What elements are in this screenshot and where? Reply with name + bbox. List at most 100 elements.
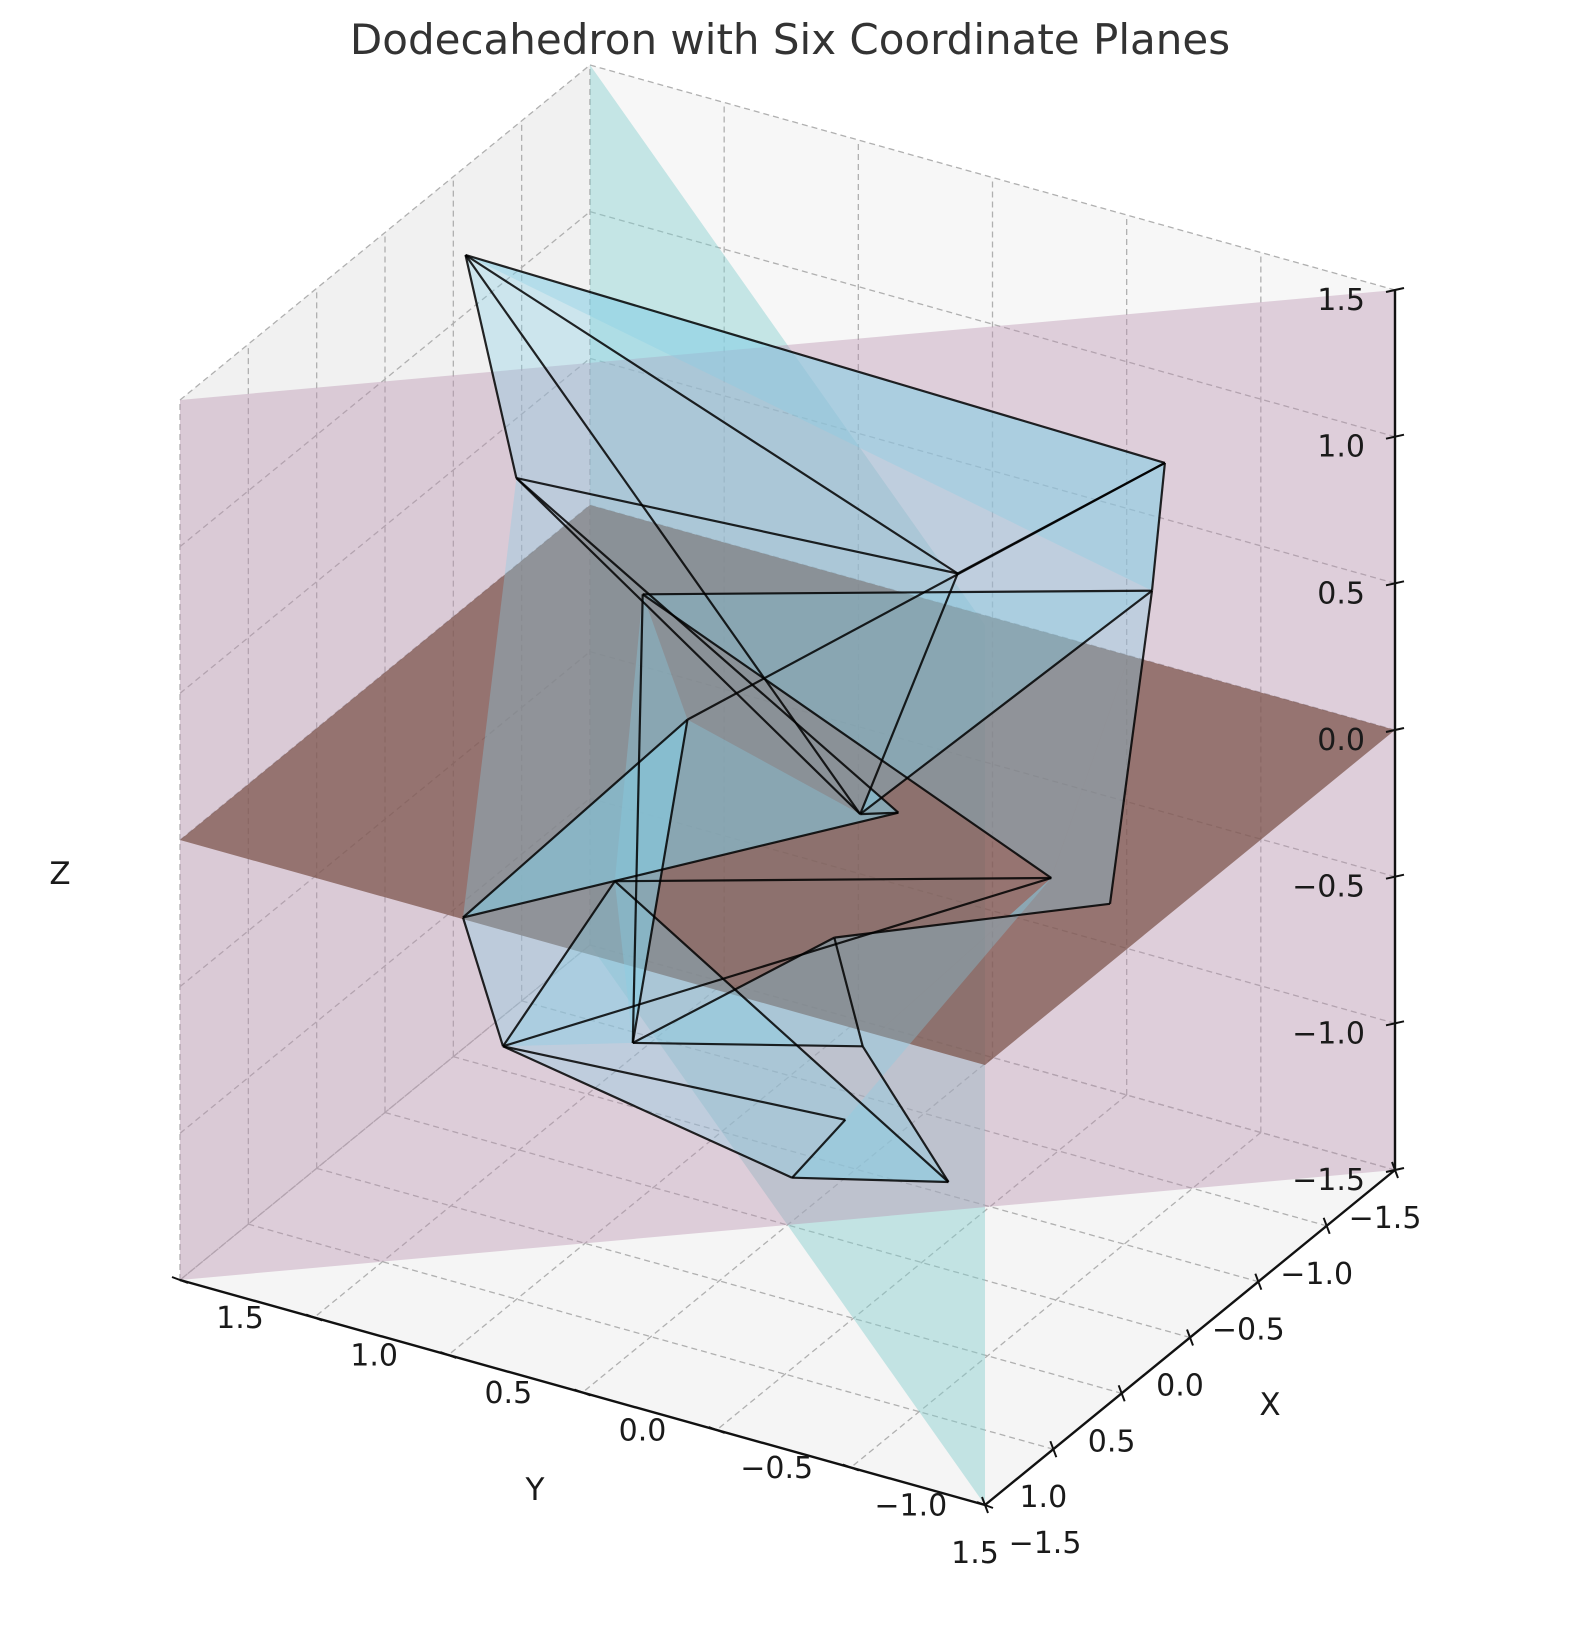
dodecahedron-edge [1150,462,1166,591]
y-tick-mark [1186,1329,1194,1346]
x-axis-label: X [1259,1387,1280,1423]
x-tick-label: −0.5 [740,1451,813,1486]
z-tick-mark [1385,433,1405,440]
y-tick-label: 0.5 [1088,1424,1136,1459]
dodecahedron-edge [792,1176,949,1184]
z-tick-mark [1385,1020,1405,1027]
y-tick-label: −1.5 [1349,1201,1422,1236]
dodecahedron-edge [631,594,644,1043]
y-tick-mark [1254,1273,1263,1291]
y-axis-label: Y [525,1472,545,1508]
x-tick-label: 1.5 [216,1301,264,1336]
dodecahedron-face [614,594,688,1043]
dodecahedron-edge [834,902,1111,939]
dodecahedron-edge [614,876,1052,883]
dodecahedron-edge [614,880,950,1183]
x-tick-label: 0.5 [484,1376,532,1411]
dodecahedron-edge [860,811,899,816]
z-tick-label: 0.5 [1317,576,1365,611]
dodecahedron-face [860,462,1165,815]
dodecahedron-edge [464,254,518,479]
dodecahedron-face [463,478,899,918]
dodecahedron-edge [462,718,689,919]
dodecahedron-edge [1108,590,1154,904]
dodecahedron-edge [516,477,958,575]
dodecahedron-edge [515,477,861,815]
z-tick-label: −1.5 [1292,1163,1365,1198]
y-tick-label: 0.0 [1156,1369,1204,1404]
dodecahedron-edge [465,253,1166,464]
tick-labels: −1.51.5 −1.5−1.01.0−1.0−0.50.5−0.50.00.00… [171,283,1422,1571]
z-tick-label: 0.0 [1317,723,1365,758]
x-tick-label: 0.0 [619,1414,667,1449]
dodecahedron-edge [632,1041,863,1048]
dodecahedron-face [834,590,1152,1047]
dodecahedron-face [465,255,1165,574]
dodecahedron-edge [631,719,689,1044]
dodecahedron-edge [462,811,899,919]
dodecahedron-face [632,937,863,1047]
z-tick-mark [1385,580,1405,587]
plane-z-equals-0 [180,505,1395,1065]
z-tick-label: 1.5 [1317,283,1365,318]
dodecahedron-edge [833,937,864,1047]
dodecahedron-face [516,478,958,815]
x-tick-mark [842,1463,860,1472]
gridline [313,981,725,1319]
x-tick-mark [574,1388,591,1397]
z-tick-mark [1385,873,1405,880]
dodecahedron-face [503,881,949,1182]
dodecahedron-edge [791,1119,847,1179]
chart-title: Dodecahedron with Six Coordinate Planes [350,15,1230,64]
dodecahedron-face [465,255,1165,591]
dodecahedron-face [792,878,1052,1182]
z-tick-label: −0.5 [1292,870,1365,905]
dodecahedron-edge [502,1045,793,1179]
y-tick-mark [1049,1440,1058,1458]
x-tick-label: 1.0 [350,1339,398,1374]
dodecahedron-edge [461,917,505,1047]
coordinate-planes [180,65,1395,1505]
dodecahedron-edge [859,573,959,815]
dodecahedron-face [463,719,899,918]
dodecahedron-edge [502,876,1052,1048]
x-tick-mark [305,1313,323,1322]
gridline [447,1019,859,1356]
x-tick-mark [976,1501,994,1509]
dodecahedron-edge [861,1045,950,1183]
x-tick-mark [439,1351,457,1359]
y-tick-label: −0.5 [1212,1313,1285,1348]
dodecahedron-edge [515,477,900,814]
y-tick-mark [1391,1161,1399,1179]
y-tick-label: −1.0 [1280,1257,1353,1292]
x-tick-label: −1.0 [874,1489,947,1524]
y-tick-label: 1.0 [1019,1480,1067,1515]
z-tick-label: −1.0 [1292,1016,1365,1051]
x-tick-label: −1.5 [1009,1526,1082,1561]
x-tick-mark [171,1276,189,1284]
y-tick-mark [1117,1384,1126,1402]
dodecahedron-edge [502,880,616,1047]
gridline [179,211,591,548]
dodecahedron-edge [642,593,1052,879]
dodecahedron-edges [461,253,1166,1184]
dodecahedron-edge [859,589,1153,815]
dodecahedron-edge [464,254,862,815]
z-axis-label: Z [49,856,70,892]
gridline [716,1094,1128,1431]
gridline [179,357,591,694]
gridline [582,1056,993,1394]
z-tick-label: 1.0 [1317,430,1365,465]
dodecahedron-edge [464,254,959,575]
x-tick-mark [708,1426,726,1434]
dodecahedron-face [463,719,688,1047]
dodecahedron-edge [632,936,835,1044]
y-tick-label: 1.5 [951,1536,999,1571]
y-tick-mark [1322,1217,1331,1235]
dodecahedron-faces [463,255,1165,1182]
dodecahedron-face [642,590,1152,878]
z-tick-mark [1385,727,1405,733]
z-tick-mark [1385,287,1405,293]
gridline [179,64,591,401]
